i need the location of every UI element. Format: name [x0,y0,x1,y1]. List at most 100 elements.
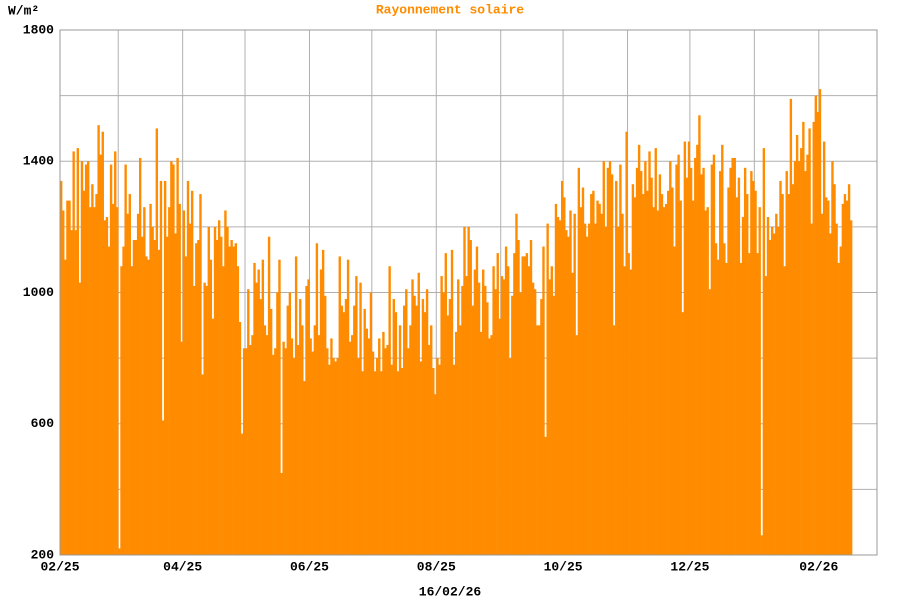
bar [257,269,260,555]
bar [517,240,520,555]
bar [810,223,813,555]
bar [373,371,377,555]
bar [671,187,674,555]
bar [594,223,597,555]
bar [272,354,275,555]
bar [315,243,319,555]
bar [313,325,317,555]
bar [299,299,302,555]
bar [184,256,188,555]
bar [700,174,703,555]
bar [301,325,304,555]
bar [847,184,851,555]
bar [292,358,296,555]
bar [820,213,824,555]
bar [735,197,739,555]
bar [519,292,522,555]
bar [168,207,171,555]
bar [305,285,308,555]
bar [463,226,466,555]
bar [610,174,614,555]
bar [215,240,219,555]
bar [490,335,493,555]
bar [307,279,310,555]
bar [825,197,828,555]
bar [394,312,398,555]
bar [263,325,267,555]
bar [477,282,481,555]
bar [698,115,701,555]
bar [421,299,425,555]
bar [644,161,647,555]
bar [802,121,805,555]
bar [193,285,196,555]
bar [486,302,489,555]
bar [787,194,790,555]
bar [766,217,770,555]
bar [563,197,566,555]
bar [136,213,140,555]
bar [120,266,123,555]
bar [635,167,639,555]
bar [111,203,115,555]
bar [600,213,603,555]
bar [754,190,757,555]
bar [465,276,468,555]
bar [822,141,826,555]
bar [719,171,722,555]
bar [62,210,65,555]
bar [419,361,423,555]
bar [565,230,568,555]
bar [240,433,244,555]
bar [623,266,626,555]
y-axis-label: W/m² [8,3,39,18]
bar [554,203,558,555]
bar [255,282,258,555]
bar [440,276,443,555]
bar [130,266,134,555]
bar [777,226,780,555]
bar [178,203,181,555]
bar [155,128,159,555]
bar [76,148,80,555]
bar [762,148,766,555]
bar [145,256,148,555]
bar [311,351,314,555]
bar [617,226,620,555]
bar [764,276,768,555]
bar [660,194,664,555]
bar [585,236,589,555]
bar [357,358,360,555]
bar [529,240,533,555]
bar [590,194,593,555]
bar [533,289,537,555]
bar [274,348,277,555]
bar [166,236,169,555]
bar [548,279,551,555]
bar [536,325,539,555]
bar [795,135,799,555]
bar [278,259,281,555]
bar [382,331,385,555]
bar [664,203,668,555]
bar [143,207,146,555]
bar [332,358,335,555]
bar [743,167,747,555]
bar [309,338,312,555]
bar [259,299,262,555]
bar [205,285,208,555]
bar [222,266,225,555]
bar [454,331,458,555]
bar [340,305,344,555]
bar [132,240,136,555]
bar [97,125,100,555]
bar [723,243,726,555]
bar [365,328,368,555]
bar [488,338,491,555]
bar [631,184,635,555]
bar [163,180,167,555]
bar [687,141,691,555]
bar [355,276,358,555]
bar [388,266,391,555]
